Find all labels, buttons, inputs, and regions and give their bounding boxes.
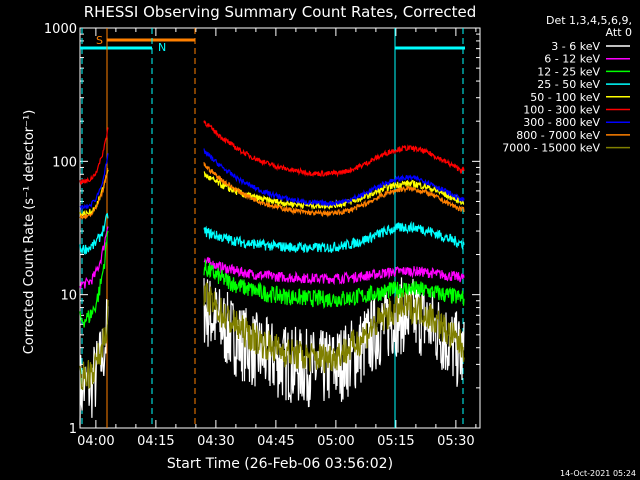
series-line [79,212,109,256]
y-tick-label: 1000 [44,22,77,37]
y-axis-label: Corrected Count Rate (s⁻¹ detector⁻¹) [22,110,37,355]
y-tick-label: 1 [69,422,77,437]
plot-frame [79,27,481,429]
legend-entry-label: 50 - 100 keV [530,91,600,104]
series-line [79,299,109,426]
series-7000-15000-kev [79,281,465,391]
series-line [79,127,109,185]
x-tick-label: 04:15 [137,434,174,449]
legend-entry-label: 25 - 50 keV [537,78,600,91]
series-300-800-kev [79,148,465,211]
legend-entry-label: 100 - 300 keV [523,104,600,117]
series-line [79,299,109,391]
x-tick-label: 04:45 [257,434,294,449]
x-tick-label: 04:30 [197,434,234,449]
plot-area: 1 10 100 1000 04:00 04:15 04:30 04:45 05:00 05:15… [44,22,481,449]
night-flag-label: N [158,41,166,54]
legend-entry-label: 300 - 800 keV [523,116,600,129]
x-tick-label: 05:15 [377,434,414,449]
series-25-50-kev [79,212,465,256]
series-line [79,230,109,328]
series-12-25-kev [79,230,465,328]
x-tick-label: 05:30 [437,434,474,449]
footer-timestamp: 14-Oct-2021 05:24 [560,469,636,478]
series-3-6-kev [79,277,465,426]
series-line [203,281,465,374]
series-line [79,226,109,290]
legend-title: Att 0 [606,26,632,39]
x-tick-label: 05:00 [317,434,354,449]
legend-title: Det 1,3,4,5,6,9, [546,14,632,27]
series-line [79,167,109,220]
saa-flag-label: S [96,34,103,47]
legend-entry-label: 12 - 25 keV [537,65,600,78]
legend-entry-label: 6 - 12 keV [544,53,600,66]
series-line [203,120,465,178]
series-line [203,277,465,408]
y-tick-label: 100 [52,155,77,170]
series-line [203,260,465,310]
legend-entry-label: 3 - 6 keV [551,40,600,53]
chart-title: RHESSI Observing Summary Count Rates, Co… [84,3,477,21]
series-100-300-kev [79,120,465,185]
series-line [203,220,465,254]
series-line [203,148,465,208]
legend-entry-label: 800 - 7000 keV [516,129,600,142]
series-6-12-kev [79,226,465,290]
legend-entry-label: 7000 - 15000 keV [502,142,600,155]
series-line [203,256,465,286]
x-tick-label: 04:00 [77,434,114,449]
x-axis-label: Start Time (26-Feb-06 03:56:02) [167,456,393,472]
series-800-7000-kev [79,162,465,220]
y-tick-label: 10 [60,289,77,304]
series-line [203,162,465,218]
series-line [79,153,109,211]
